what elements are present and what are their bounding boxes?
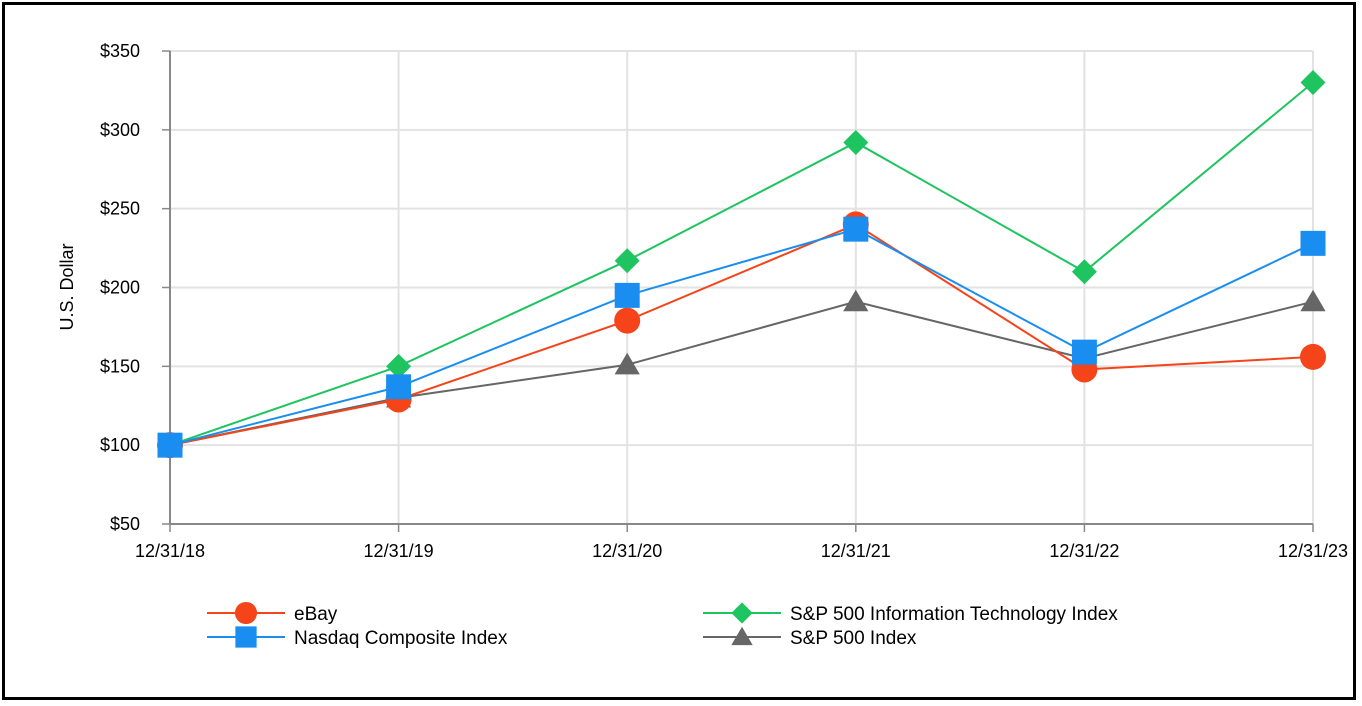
legend-marker — [235, 626, 257, 648]
data-point-triangle — [843, 289, 869, 312]
y-axis-title: U.S. Dollar — [57, 243, 77, 330]
legend-marker — [731, 626, 753, 646]
legend-entry: eBay — [207, 601, 338, 625]
data-point-triangle — [614, 352, 640, 375]
data-point-circle — [614, 307, 641, 334]
legend-label: eBay — [294, 604, 338, 625]
legend-marker — [234, 601, 258, 625]
data-point-triangle — [1300, 289, 1326, 312]
y-tick-label: $50 — [110, 514, 140, 534]
legend-entry: S&P 500 Index — [703, 626, 917, 649]
legend-entry: S&P 500 Information Technology Index — [703, 602, 1118, 625]
x-tick-label: 12/31/20 — [592, 541, 662, 561]
y-tick-label: $200 — [100, 278, 140, 298]
data-point-diamond — [386, 353, 412, 379]
series-line — [169, 300, 1314, 447]
data-point-square — [157, 432, 183, 458]
series-sandp-500-index — [157, 289, 1326, 455]
data-point-square — [1300, 230, 1326, 256]
grid-lines — [170, 50, 1314, 524]
x-tick-label: 12/31/21 — [821, 541, 891, 561]
y-tick-label: $250 — [100, 199, 140, 219]
data-point-square — [386, 374, 412, 400]
x-tick-label: 12/31/19 — [364, 541, 434, 561]
legend: eBay S&P 500 Information Technology Index… — [207, 601, 1118, 649]
series-line — [169, 81, 1314, 447]
data-point-square — [614, 282, 640, 308]
series-layer — [157, 70, 1326, 459]
x-axis-ticks: 12/31/18 12/31/19 12/31/20 12/31/21 12/31/22… — [135, 524, 1348, 561]
data-point-diamond — [1300, 70, 1326, 96]
data-point-diamond — [1071, 259, 1097, 285]
y-tick-label: $300 — [100, 120, 140, 140]
series-ebay — [157, 211, 1326, 459]
data-point-diamond — [843, 129, 869, 155]
y-axis-ticks: $50 $100 $150 $200 $250 $300 $350 — [100, 41, 170, 534]
y-tick-label: $350 — [100, 41, 140, 61]
series-sandp-500-information-technology-index — [157, 70, 1326, 458]
legend-label: Nasdaq Composite Index — [294, 628, 508, 649]
series-line — [169, 228, 1314, 447]
y-tick-label: $150 — [100, 356, 140, 376]
x-tick-label: 12/31/23 — [1278, 541, 1348, 561]
legend-label: S&P 500 Index — [790, 628, 917, 649]
data-point-diamond — [614, 248, 640, 274]
legend-entry: Nasdaq Composite Index — [207, 626, 508, 649]
legend-label: S&P 500 Information Technology Index — [790, 604, 1118, 625]
y-tick-label: $100 — [100, 435, 140, 455]
x-tick-label: 12/31/18 — [135, 541, 205, 561]
data-point-circle — [1300, 343, 1326, 370]
series-nasdaq-composite-index — [157, 216, 1326, 458]
series-line — [169, 223, 1314, 447]
legend-marker — [731, 602, 753, 624]
data-point-square — [843, 216, 869, 242]
data-point-square — [1071, 339, 1097, 365]
x-tick-label: 12/31/22 — [1049, 541, 1119, 561]
